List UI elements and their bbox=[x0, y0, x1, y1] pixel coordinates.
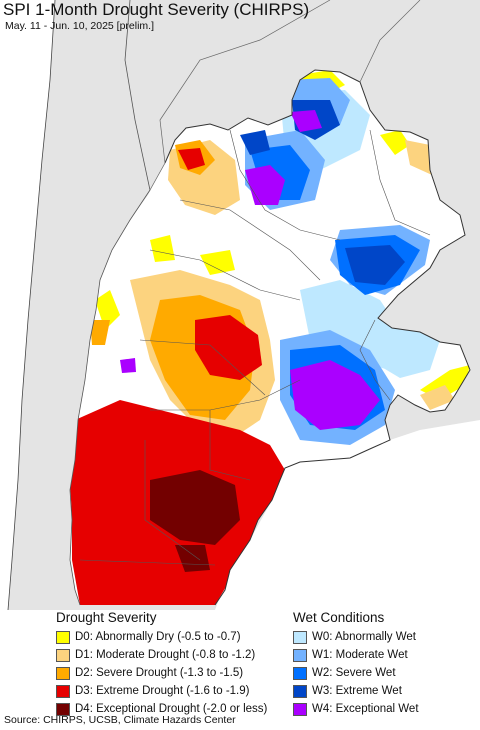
drought-swatch bbox=[56, 648, 70, 662]
drought-legend-label: D0: Abnormally Dry (-0.5 to -0.7) bbox=[75, 631, 241, 643]
drought-legend-label: D2: Severe Drought (-1.3 to -1.5) bbox=[75, 667, 244, 679]
map-title: SPI 1-Month Drought Severity (CHIRPS) bbox=[3, 0, 310, 19]
drought-legend-heading: Drought Severity bbox=[56, 610, 157, 625]
drought-swatch bbox=[56, 702, 70, 716]
wet-legend-item: W1: Moderate Wet bbox=[293, 646, 419, 664]
drought-legend-label: D1: Moderate Drought (-0.8 to -1.2) bbox=[75, 649, 256, 661]
wet-legend-label: W2: Severe Wet bbox=[312, 667, 396, 679]
wet-legend-item: W2: Severe Wet bbox=[293, 664, 419, 682]
wet-legend: Wet Conditions W0: Abnormally Wet W1: Mod… bbox=[293, 610, 419, 718]
drought-legend: Drought Severity D0: Abnormally Dry (-0.… bbox=[56, 610, 267, 718]
wet-swatch bbox=[293, 684, 307, 698]
drought-legend-item: D0: Abnormally Dry (-0.5 to -0.7) bbox=[56, 628, 267, 646]
wet-swatch bbox=[293, 630, 307, 644]
andes-border bbox=[69, 0, 151, 606]
wet-legend-label: W1: Moderate Wet bbox=[312, 649, 408, 661]
ocean bbox=[0, 0, 55, 610]
drought-swatch bbox=[56, 666, 70, 680]
chile-coast bbox=[7, 0, 56, 610]
drought-legend-item: D3: Extreme Drought (-1.6 to -1.9) bbox=[56, 682, 267, 700]
drought-legend-item: D4: Exceptional Drought (-2.0 or less) bbox=[56, 700, 267, 718]
wet-swatch bbox=[293, 648, 307, 662]
drought-legend-label: D3: Extreme Drought (-1.6 to -1.9) bbox=[75, 685, 250, 697]
land-outline bbox=[164, 69, 471, 606]
wet-legend-item: W4: Exceptional Wet bbox=[293, 700, 419, 718]
atlantic bbox=[215, 420, 480, 610]
drought-legend-label: D4: Exceptional Drought (-2.0 or less) bbox=[75, 703, 268, 715]
drought-swatch bbox=[56, 684, 70, 698]
wet-legend-label: W4: Exceptional Wet bbox=[312, 703, 419, 715]
drought-map bbox=[0, 0, 480, 610]
wet-swatch bbox=[293, 702, 307, 716]
admin-borders bbox=[79, 129, 431, 566]
wet-legend-heading: Wet Conditions bbox=[293, 610, 385, 625]
wet-swatch bbox=[293, 666, 307, 680]
wet-legend-item: W3: Extreme Wet bbox=[293, 682, 419, 700]
source-credit: Source: CHIRPS, UCSB, Climate Hazards Ce… bbox=[4, 714, 236, 726]
drought-swatch bbox=[56, 630, 70, 644]
wet-legend-label: W0: Abnormally Wet bbox=[312, 631, 416, 643]
wet-legend-label: W3: Extreme Wet bbox=[312, 685, 402, 697]
drought-legend-item: D1: Moderate Drought (-0.8 to -1.2) bbox=[56, 646, 267, 664]
drought-legend-item: D2: Severe Drought (-1.3 to -1.5) bbox=[56, 664, 267, 682]
wet-legend-item: W0: Abnormally Wet bbox=[293, 628, 419, 646]
map-subtitle: May. 11 - Jun. 10, 2025 [prelim.] bbox=[5, 20, 155, 32]
